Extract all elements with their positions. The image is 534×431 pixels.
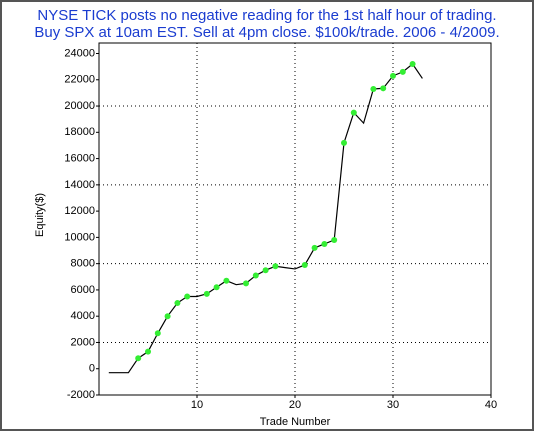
point-marker bbox=[331, 237, 338, 244]
point-marker bbox=[223, 277, 230, 284]
point-marker bbox=[399, 68, 406, 75]
y-tick-label: 8000 bbox=[71, 258, 95, 270]
point-marker bbox=[390, 72, 396, 79]
y-tick-label: 6000 bbox=[71, 284, 95, 296]
y-tick-label: 2000 bbox=[71, 336, 95, 348]
y-tick-label: 16000 bbox=[64, 152, 95, 164]
point-marker bbox=[184, 293, 191, 300]
point-marker bbox=[243, 280, 249, 287]
x-tick-label: 20 bbox=[289, 399, 301, 411]
y-tick-label: 24000 bbox=[64, 47, 95, 59]
chart-title: NYSE TICK posts no negative reading for … bbox=[37, 7, 496, 24]
y-tick-label: 4000 bbox=[71, 310, 95, 322]
point-marker bbox=[272, 263, 279, 270]
point-marker bbox=[262, 267, 269, 274]
y-tick-label: 20000 bbox=[64, 100, 95, 112]
x-axis-label: Trade Number bbox=[260, 416, 331, 428]
x-tick-label: 10 bbox=[191, 399, 203, 411]
point-marker bbox=[341, 139, 347, 146]
point-marker bbox=[370, 85, 377, 92]
point-marker bbox=[350, 109, 357, 116]
y-tick-label: 22000 bbox=[64, 74, 95, 86]
point-marker bbox=[321, 240, 328, 247]
x-tick-label: 30 bbox=[387, 399, 399, 411]
point-marker bbox=[252, 272, 259, 279]
point-marker bbox=[409, 61, 416, 68]
x-tick-label: 40 bbox=[485, 399, 497, 411]
y-tick-label: 12000 bbox=[64, 205, 95, 217]
y-tick-label: 10000 bbox=[64, 231, 95, 243]
point-marker bbox=[311, 244, 318, 251]
y-tick-label: 14000 bbox=[64, 179, 95, 191]
y-tick-label: 18000 bbox=[64, 126, 95, 138]
y-tick-label: -2000 bbox=[67, 389, 95, 401]
point-marker bbox=[154, 330, 161, 337]
point-marker bbox=[301, 261, 308, 268]
chart-subtitle: Buy SPX at 10am EST. Sell at 4pm close. … bbox=[34, 24, 499, 41]
point-marker bbox=[135, 355, 142, 362]
point-marker bbox=[145, 348, 151, 355]
point-marker bbox=[174, 300, 181, 307]
point-marker bbox=[380, 85, 387, 92]
point-marker bbox=[203, 290, 210, 297]
y-axis-label: Equity($) bbox=[34, 193, 46, 237]
point-marker bbox=[213, 284, 220, 291]
y-tick-label: 0 bbox=[89, 363, 95, 375]
point-marker bbox=[164, 313, 171, 320]
